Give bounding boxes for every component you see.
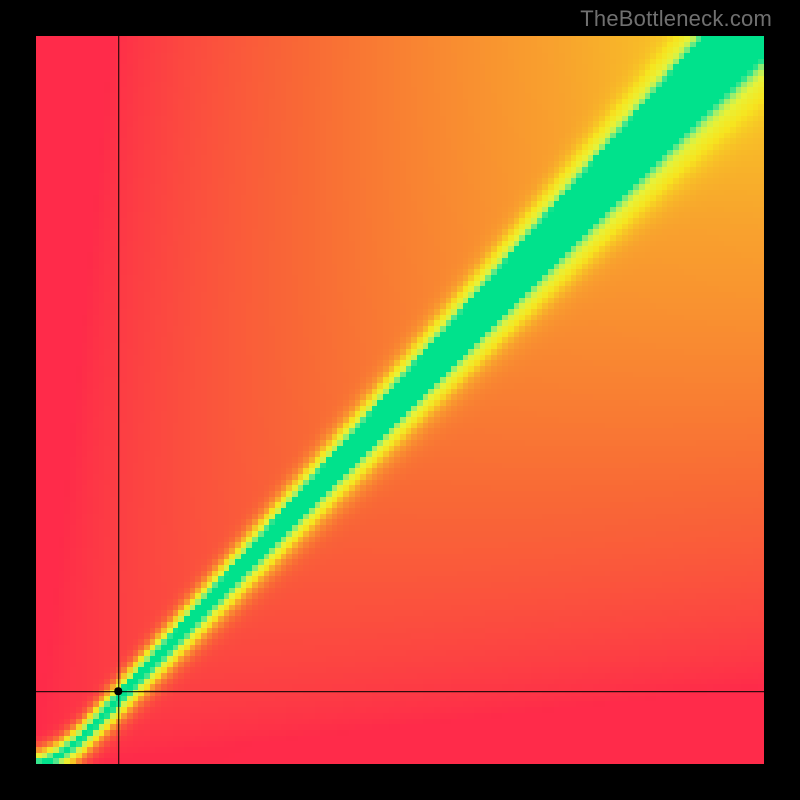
watermark-text: TheBottleneck.com [580,6,772,32]
heatmap-plot [36,36,764,764]
heatmap-canvas [36,36,764,764]
